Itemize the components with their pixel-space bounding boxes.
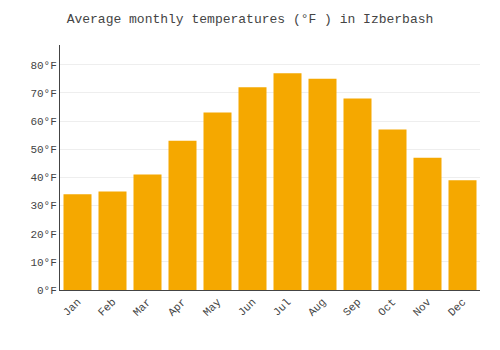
svg-text:Oct: Oct	[376, 296, 398, 318]
svg-text:60°F: 60°F	[30, 116, 56, 128]
svg-text:70°F: 70°F	[30, 88, 56, 100]
svg-text:Mar: Mar	[131, 296, 153, 318]
svg-text:Jun: Jun	[236, 296, 258, 318]
svg-text:50°F: 50°F	[30, 144, 56, 156]
svg-text:Jan: Jan	[61, 296, 83, 318]
svg-text:May: May	[201, 296, 224, 319]
svg-text:0°F: 0°F	[37, 285, 57, 297]
svg-text:Jul: Jul	[271, 296, 293, 318]
svg-text:80°F: 80°F	[30, 60, 56, 72]
svg-text:20°F: 20°F	[30, 229, 56, 241]
svg-text:Nov: Nov	[411, 296, 434, 319]
svg-text:Apr: Apr	[166, 296, 188, 318]
svg-text:Aug: Aug	[306, 296, 328, 318]
svg-text:Sep: Sep	[341, 296, 363, 318]
svg-text:10°F: 10°F	[30, 257, 56, 269]
svg-text:Average monthly temperatures (: Average monthly temperatures (°F ) in Iz…	[67, 12, 434, 27]
svg-text:30°F: 30°F	[30, 200, 56, 212]
svg-text:40°F: 40°F	[30, 172, 56, 184]
svg-text:Feb: Feb	[96, 296, 118, 318]
svg-text:Dec: Dec	[446, 296, 468, 318]
